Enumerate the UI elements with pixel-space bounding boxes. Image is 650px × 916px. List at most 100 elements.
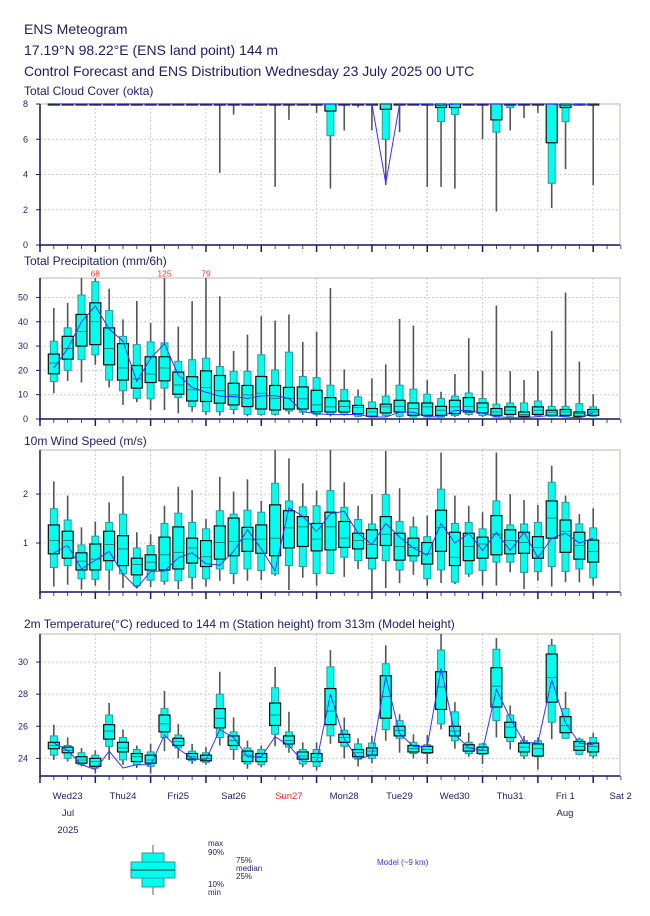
box-p25-p75 bbox=[172, 371, 185, 395]
y-tick-label: 0 bbox=[23, 240, 28, 250]
box-p25-p75 bbox=[227, 382, 240, 406]
box-p25-p75 bbox=[434, 405, 448, 416]
box-p25-p75 bbox=[47, 353, 60, 375]
legend-model: Model (~9 km) bbox=[377, 858, 429, 867]
ensemble-box bbox=[47, 481, 60, 587]
day-label: Sat26 bbox=[221, 791, 246, 802]
box-p25-p75 bbox=[324, 397, 337, 413]
ensemble-box bbox=[158, 690, 171, 752]
legend-p75: 75% bbox=[236, 856, 253, 865]
box-p25-p75 bbox=[116, 741, 130, 753]
ensemble-box bbox=[75, 527, 88, 590]
ensemble-box bbox=[296, 483, 309, 578]
wind-speed-control-line bbox=[53, 506, 594, 589]
cloud-cover-control-line bbox=[53, 103, 594, 184]
box-p25-p75 bbox=[103, 327, 116, 366]
box-p25-p75 bbox=[421, 402, 434, 416]
box-p25-p75 bbox=[490, 103, 503, 121]
box-p25-p75 bbox=[407, 402, 420, 416]
box-p25-p75 bbox=[324, 511, 337, 551]
ensemble-box bbox=[407, 516, 420, 575]
y-tick-label: 30 bbox=[18, 657, 28, 667]
box-p25-p75 bbox=[379, 515, 392, 547]
ensemble-box bbox=[587, 732, 600, 759]
ensemble-box bbox=[407, 325, 420, 418]
box-p25-p75 bbox=[393, 725, 406, 737]
meteogram-title: ENS Meteogram bbox=[24, 21, 128, 37]
overflow-max-label: 79 bbox=[201, 269, 211, 279]
box-p25-p75 bbox=[351, 748, 365, 758]
ensemble-box bbox=[172, 486, 185, 590]
ensemble-box bbox=[573, 514, 586, 583]
box-p25-p75 bbox=[186, 752, 199, 760]
ensemble-box bbox=[89, 521, 102, 586]
ensemble-box bbox=[144, 534, 157, 588]
box-p25-p75 bbox=[199, 370, 213, 403]
y-tick-label: 20 bbox=[18, 365, 28, 375]
month-label-aug: Aug bbox=[556, 808, 574, 819]
box-p25-p75 bbox=[559, 716, 572, 734]
y-tick-label: 24 bbox=[18, 753, 28, 763]
y-tick-label: 1 bbox=[23, 538, 28, 548]
day-label: Fri 1 bbox=[555, 791, 575, 802]
y-tick-label: 6 bbox=[23, 134, 28, 144]
ensemble-box bbox=[351, 389, 365, 418]
ensemble-box bbox=[241, 334, 254, 417]
box-p10-p90 bbox=[520, 402, 529, 418]
box-p25-p75 bbox=[47, 524, 60, 555]
legend-min: min bbox=[208, 888, 221, 897]
box-p25-p75 bbox=[269, 702, 282, 727]
legend-p90: 90% bbox=[208, 848, 225, 857]
ensemble-box bbox=[365, 378, 379, 418]
day-label: Thu24 bbox=[109, 791, 137, 802]
ensemble-box bbox=[421, 735, 434, 764]
ensemble-box bbox=[103, 288, 116, 388]
ensemble-box bbox=[172, 723, 185, 759]
ensemble-box bbox=[545, 465, 558, 587]
ensemble-box bbox=[116, 319, 130, 405]
y-tick-label: 2 bbox=[23, 205, 28, 215]
y-tick-label: 50 bbox=[18, 292, 28, 302]
box-p25-p75 bbox=[172, 526, 185, 570]
box-p25-p75 bbox=[545, 500, 558, 539]
wind-speed-panel-title: 10m Wind Speed (m/s) bbox=[24, 434, 147, 448]
box-p25-p75 bbox=[172, 737, 185, 747]
day-label: Wed30 bbox=[439, 791, 470, 802]
ensemble-box bbox=[379, 103, 392, 186]
ensemble-box bbox=[448, 374, 461, 418]
ensemble-box bbox=[587, 103, 600, 186]
box-p25-p75 bbox=[227, 517, 240, 557]
ensemble-box bbox=[186, 301, 199, 412]
forecast-run-line: Control Forecast and ENS Distribution We… bbox=[24, 63, 475, 79]
box-p25-p75 bbox=[310, 522, 323, 552]
ensemble-box bbox=[213, 476, 226, 581]
cloud-cover-panel: 0 2 4 6 8 bbox=[23, 99, 622, 252]
ensemble-box bbox=[517, 380, 531, 418]
box-p25-p75 bbox=[476, 536, 489, 559]
y-tick-label: 2 bbox=[23, 489, 28, 499]
box-p25-p75 bbox=[504, 529, 517, 555]
box-p25-p75 bbox=[365, 407, 379, 417]
day-label: Thu31 bbox=[496, 791, 524, 802]
box-p25-p75 bbox=[421, 541, 434, 565]
box-p25-p75 bbox=[158, 714, 171, 733]
box-p10-p90 bbox=[284, 351, 293, 412]
ensemble-box bbox=[130, 532, 143, 588]
ensemble-box bbox=[172, 326, 185, 414]
ensemble-box bbox=[338, 369, 351, 416]
ensemble-box bbox=[573, 361, 586, 418]
box-p25-p75 bbox=[351, 404, 365, 415]
box-p25-p75 bbox=[103, 530, 116, 562]
box-p25-p75 bbox=[130, 557, 143, 576]
box-p25-p75 bbox=[434, 671, 448, 711]
box-p25-p75 bbox=[89, 302, 102, 346]
temperature-panel-title: 2m Temperature(°C) reduced to 144 m (Sta… bbox=[24, 617, 455, 631]
ensemble-box bbox=[587, 394, 600, 418]
ensemble-box bbox=[324, 450, 337, 574]
box-p25-p75 bbox=[310, 389, 323, 413]
day-label: Wed23 bbox=[52, 791, 83, 802]
box-p25-p75 bbox=[61, 530, 74, 559]
year-label: 2025 bbox=[57, 825, 79, 836]
box-p25-p75 bbox=[324, 687, 337, 726]
